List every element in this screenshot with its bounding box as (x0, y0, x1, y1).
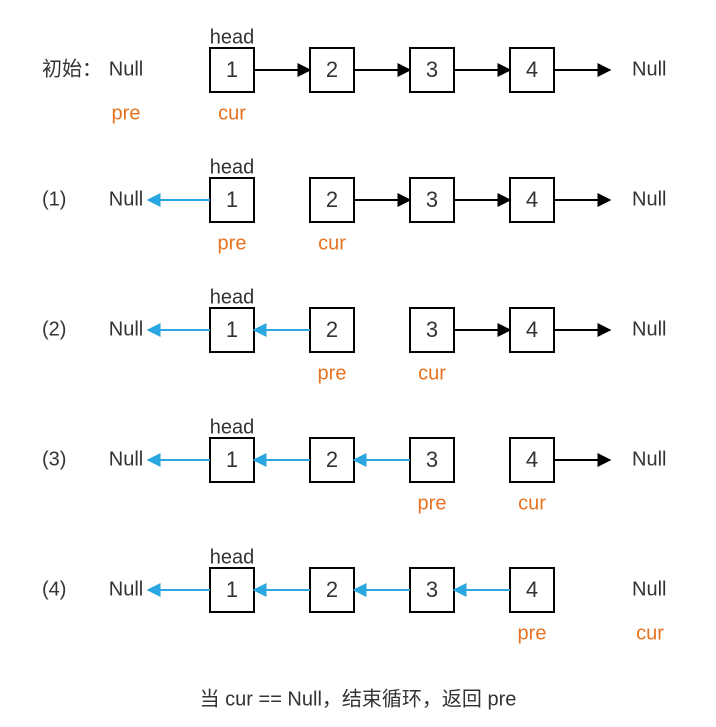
null-left: Null (109, 188, 143, 210)
null-right: Null (632, 188, 666, 210)
node-value: 2 (326, 317, 338, 342)
row-label: (4) (42, 578, 66, 600)
null-right: Null (632, 448, 666, 470)
background (0, 0, 716, 727)
node-value: 1 (226, 317, 238, 342)
head-label: head (210, 286, 255, 308)
node-value: 1 (226, 187, 238, 212)
node-value: 2 (326, 187, 338, 212)
node-value: 3 (426, 577, 438, 602)
pre-label: pre (318, 362, 347, 384)
null-right: Null (632, 578, 666, 600)
cur-label: cur (218, 102, 246, 124)
cur-label: cur (518, 492, 546, 514)
node-value: 2 (326, 577, 338, 602)
node-value: 3 (426, 317, 438, 342)
node-value: 4 (526, 187, 538, 212)
null-left: Null (109, 448, 143, 470)
node-value: 2 (326, 57, 338, 82)
null-left: Null (109, 578, 143, 600)
row-label: (2) (42, 318, 66, 340)
node-value: 2 (326, 447, 338, 472)
pre-label: pre (112, 102, 141, 124)
row-label: (3) (42, 448, 66, 470)
cur-label: cur (418, 362, 446, 384)
null-right: Null (632, 318, 666, 340)
head-label: head (210, 156, 255, 178)
row-label: (1) (42, 188, 66, 210)
node-value: 3 (426, 187, 438, 212)
node-value: 1 (226, 447, 238, 472)
linked-list-reversal-diagram: 初始： Null head 1 2 3 4 Null pre cur (1) Null head 1 2 3 4… (0, 0, 716, 727)
node-value: 4 (526, 577, 538, 602)
head-label: head (210, 546, 255, 568)
cur-label: cur (636, 622, 664, 644)
head-label: head (210, 416, 255, 438)
pre-label: pre (518, 622, 547, 644)
node-value: 1 (226, 57, 238, 82)
pre-label: pre (418, 492, 447, 514)
row-label: 初始： (42, 57, 102, 80)
node-value: 3 (426, 447, 438, 472)
null-right: Null (632, 58, 666, 80)
null-left: Null (109, 58, 143, 80)
node-value: 4 (526, 57, 538, 82)
node-value: 4 (526, 317, 538, 342)
pre-label: pre (218, 232, 247, 254)
caption: 当 cur == Null，结束循环，返回 pre (200, 687, 517, 710)
cur-label: cur (318, 232, 346, 254)
head-label: head (210, 26, 255, 48)
node-value: 1 (226, 577, 238, 602)
node-value: 4 (526, 447, 538, 472)
null-left: Null (109, 318, 143, 340)
node-value: 3 (426, 57, 438, 82)
